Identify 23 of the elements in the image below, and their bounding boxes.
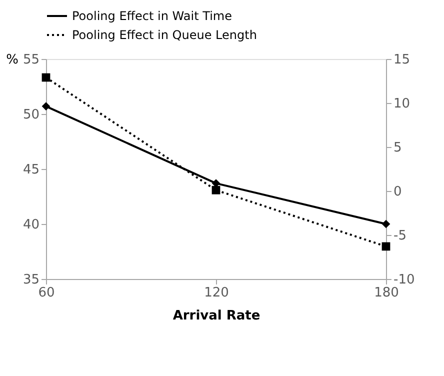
- point: [42, 73, 50, 82]
- y-tick-label: 35: [22, 272, 40, 288]
- legend-label: Pooling Effect in Wait Time: [72, 9, 232, 23]
- y-tick-label: 55: [22, 52, 40, 68]
- y-tick-label: 45: [22, 162, 40, 178]
- x-tick-label: 60: [38, 286, 55, 300]
- point: [382, 242, 390, 251]
- y2-tick-label: -5: [394, 228, 406, 244]
- point: [42, 102, 50, 110]
- x-axis-title: Arrival Rate: [172, 308, 260, 324]
- y-tick-label: 40: [22, 218, 40, 232]
- y2-tick-label: 10: [394, 96, 410, 112]
- point: [382, 220, 390, 228]
- y2-tick-label: -10: [394, 272, 415, 288]
- point: [212, 186, 220, 194]
- y-tick-label: 50: [22, 108, 40, 122]
- x-tick-label: 120: [204, 286, 229, 300]
- legend-label: Pooling Effect in Queue Length: [72, 28, 257, 42]
- x-tick-label: 180: [374, 286, 399, 300]
- y2-tick-label: 0: [394, 184, 402, 200]
- y-axis-title: %: [6, 52, 18, 68]
- y2-tick-label: 15: [394, 52, 410, 68]
- y2-tick-label: 5: [394, 140, 402, 156]
